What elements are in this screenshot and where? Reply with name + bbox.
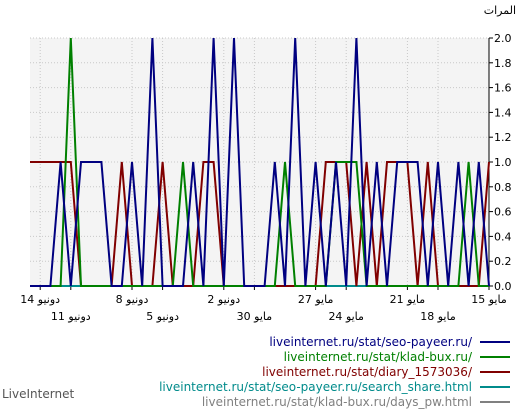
legend-item: liveinternet.ru/stat/diary_1573036/ xyxy=(159,364,510,379)
y-tick-label: 1.2 xyxy=(494,131,512,144)
legend-item: liveinternet.ru/stat/seo-payeer.ru/searc… xyxy=(159,379,510,394)
y-tick-label: 0.0 xyxy=(494,280,512,293)
x-tick-label: 30 مايو xyxy=(237,310,273,323)
legend-swatch xyxy=(480,385,510,388)
x-tick-label: 14 دونيو xyxy=(20,293,60,306)
y-tick-label: 0.8 xyxy=(494,181,512,194)
y-tick-label: 1.8 xyxy=(494,57,512,70)
legend-item: liveinternet.ru/stat/klad-bux.ru/days_pw… xyxy=(159,394,510,409)
x-tick-label: 24 مايو xyxy=(328,310,364,323)
legend-item: liveinternet.ru/stat/seo-payeer.ru/ xyxy=(159,334,510,349)
x-tick-label: 18 مايو xyxy=(420,310,456,323)
x-tick-label: 27 مايو xyxy=(298,293,334,306)
legend-label: liveinternet.ru/stat/klad-bux.ru/ xyxy=(283,349,472,364)
y-tick-label: 2.0 xyxy=(494,32,512,45)
legend-label: liveinternet.ru/stat/klad-bux.ru/days_pw… xyxy=(201,394,472,409)
x-tick-label: 11 دونيو xyxy=(51,310,91,323)
legend: liveinternet.ru/stat/seo-payeer.ru/livei… xyxy=(159,334,510,409)
x-tick-label: 8 دونيو xyxy=(116,293,149,306)
y-tick-label: 0.2 xyxy=(494,255,512,268)
x-tick-label: 21 مايو xyxy=(390,293,426,306)
legend-swatch xyxy=(480,355,510,358)
brand-label: LiveInternet xyxy=(2,387,75,401)
legend-label: liveinternet.ru/stat/diary_1573036/ xyxy=(262,364,472,379)
series-line-1 xyxy=(30,37,490,287)
legend-swatch xyxy=(480,400,510,403)
x-tick-label: 2 دونيو xyxy=(207,293,240,306)
y-axis-label: المرات xyxy=(483,4,516,17)
y-tick-label: 1.0 xyxy=(494,156,512,169)
legend-swatch xyxy=(480,370,510,373)
x-tick-label: 5 دونيو xyxy=(146,310,179,323)
y-tick-label: 0.4 xyxy=(494,230,512,243)
x-tick-label: 15 مايو xyxy=(471,293,507,306)
y-tick-label: 1.4 xyxy=(494,106,512,119)
y-tick-label: 1.6 xyxy=(494,82,512,95)
legend-label: liveinternet.ru/stat/seo-payeer.ru/searc… xyxy=(159,379,472,394)
legend-item: liveinternet.ru/stat/klad-bux.ru/ xyxy=(159,349,510,364)
y-tick-label: 0.6 xyxy=(494,206,512,219)
legend-label: liveinternet.ru/stat/seo-payeer.ru/ xyxy=(269,334,472,349)
legend-swatch xyxy=(480,340,510,343)
